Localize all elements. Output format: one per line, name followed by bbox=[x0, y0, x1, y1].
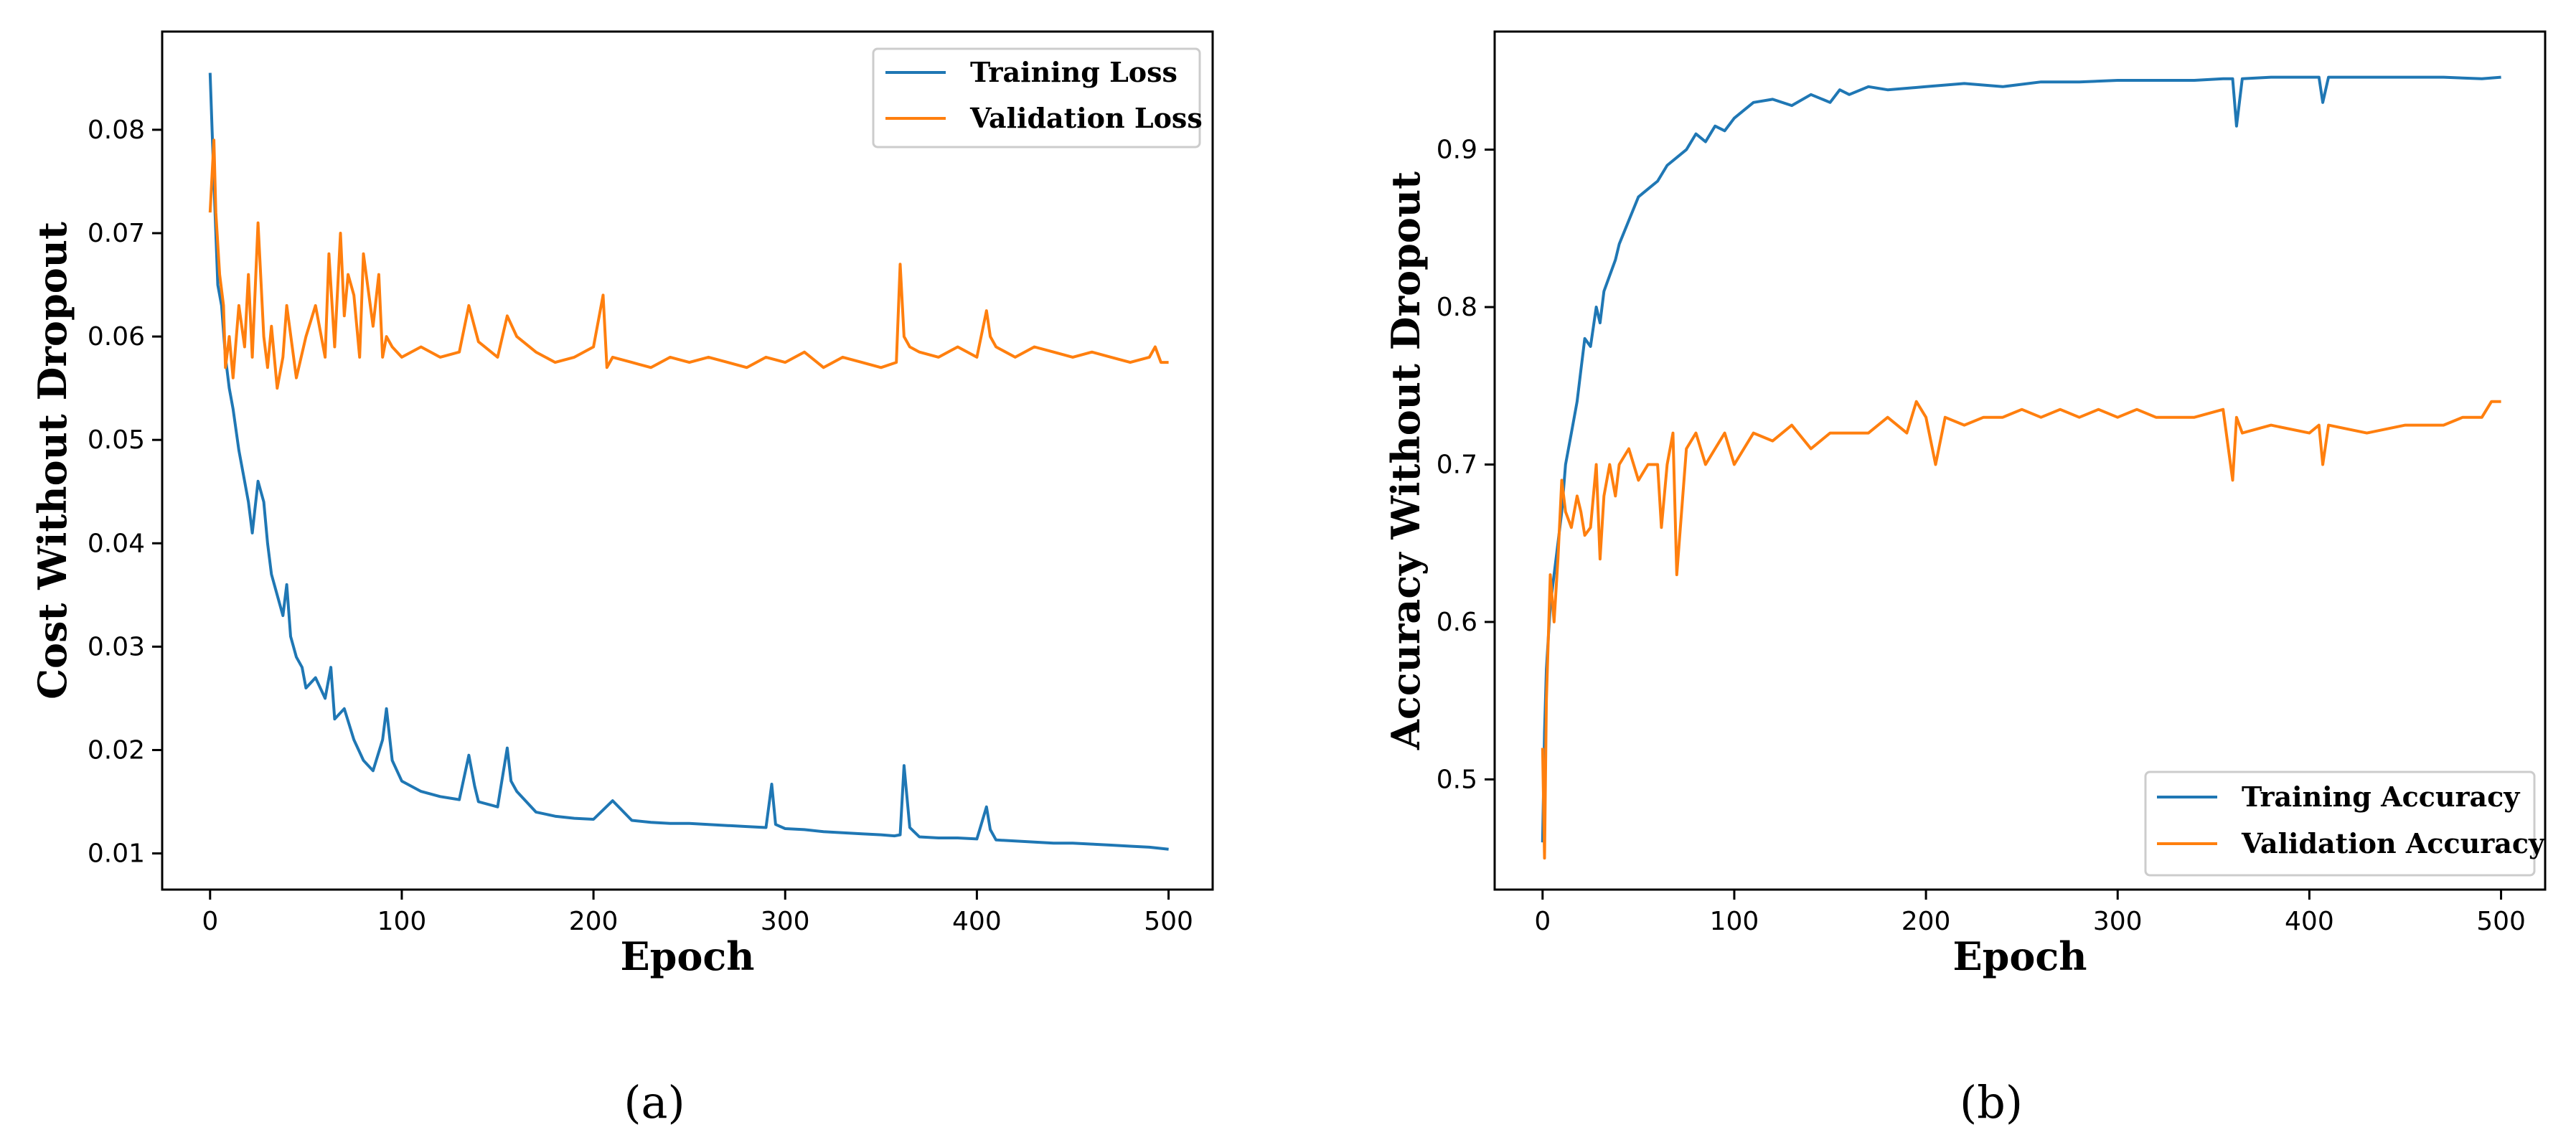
panel-a-ticks: 0 100 200 300 400 500 0.01 0.02 0.03 0.04 0.05 0.06… bbox=[88, 116, 1193, 936]
y-tick-label: 0.04 bbox=[88, 529, 145, 558]
panel-b-legend-box bbox=[2144, 771, 2536, 877]
series-line-validation-loss bbox=[208, 138, 1169, 390]
y-tick-label: 0.02 bbox=[88, 735, 145, 765]
y-tick-label: 0.9 bbox=[1437, 136, 1477, 165]
y-tick-label: 0.03 bbox=[88, 632, 145, 661]
series-line-training-loss bbox=[208, 72, 1169, 851]
legend-label-validation-loss: Validation Loss bbox=[969, 102, 1203, 134]
panel-a-plot-area bbox=[161, 30, 1214, 891]
y-tick-label: 0.05 bbox=[88, 425, 145, 455]
panel-a: 0 100 200 300 400 500 0.01 0.02 0.03 0.04 0.05 0.06… bbox=[29, 30, 1214, 1128]
x-tick-label: 200 bbox=[569, 907, 619, 936]
x-tick-label: 500 bbox=[2476, 907, 2526, 936]
x-tick-label: 300 bbox=[761, 907, 810, 936]
legend-label-training-accuracy: Training Accuracy bbox=[2242, 781, 2520, 813]
legend-label-training-loss: Training Loss bbox=[970, 56, 1177, 88]
x-tick-label: 500 bbox=[1144, 907, 1193, 936]
y-tick-label: 0.01 bbox=[88, 839, 145, 869]
panel-b-legend: Training Accuracy Validation Accuracy bbox=[2144, 771, 2545, 877]
x-tick-label: 200 bbox=[1902, 907, 1951, 936]
series-line-validation-accuracy bbox=[1541, 400, 2501, 860]
panel-b-lines bbox=[1541, 75, 2501, 860]
panel-a-lines bbox=[208, 72, 1169, 851]
y-tick-label: 0.08 bbox=[88, 116, 145, 145]
series-line-training-accuracy bbox=[1541, 75, 2501, 843]
y-tick-label: 0.6 bbox=[1437, 608, 1477, 637]
panel-a-legend: Training Loss Validation Loss bbox=[872, 47, 1203, 149]
panel-b-ticks: 0 100 200 300 400 500 0.5 0.6 0.7 0.8 0.9 bbox=[1437, 136, 2526, 936]
panel-b-caption: (b) bbox=[1960, 1076, 2023, 1128]
y-tick-label: 0.8 bbox=[1437, 293, 1477, 322]
x-tick-label: 100 bbox=[377, 907, 427, 936]
x-tick-label: 300 bbox=[2093, 907, 2143, 936]
x-tick-label: 100 bbox=[1710, 907, 1759, 936]
x-tick-label: 0 bbox=[1534, 907, 1551, 936]
panel-a-y-axis-title: Cost Without Dropout bbox=[29, 222, 75, 699]
y-tick-label: 0.7 bbox=[1437, 450, 1477, 479]
y-tick-label: 0.5 bbox=[1437, 765, 1477, 794]
panel-a-caption: (a) bbox=[624, 1076, 685, 1128]
y-tick-label: 0.07 bbox=[88, 219, 145, 248]
panel-a-legend-box bbox=[872, 47, 1201, 149]
x-tick-label: 400 bbox=[952, 907, 1002, 936]
x-tick-label: 0 bbox=[202, 907, 218, 936]
panel-b-x-axis-title: Epoch bbox=[1952, 933, 2087, 979]
legend-label-validation-accuracy: Validation Accuracy bbox=[2241, 827, 2545, 859]
y-tick-label: 0.06 bbox=[88, 322, 145, 352]
panel-b-plot-area bbox=[1493, 30, 2547, 891]
panel-a-x-axis-title: Epoch bbox=[620, 933, 754, 979]
panel-b: 0 100 200 300 400 500 0.5 0.6 0.7 0.8 0.9 Training… bbox=[1383, 30, 2547, 1128]
x-tick-label: 400 bbox=[2285, 907, 2334, 936]
panel-b-y-axis-title: Accuracy Without Dropout bbox=[1383, 171, 1429, 750]
